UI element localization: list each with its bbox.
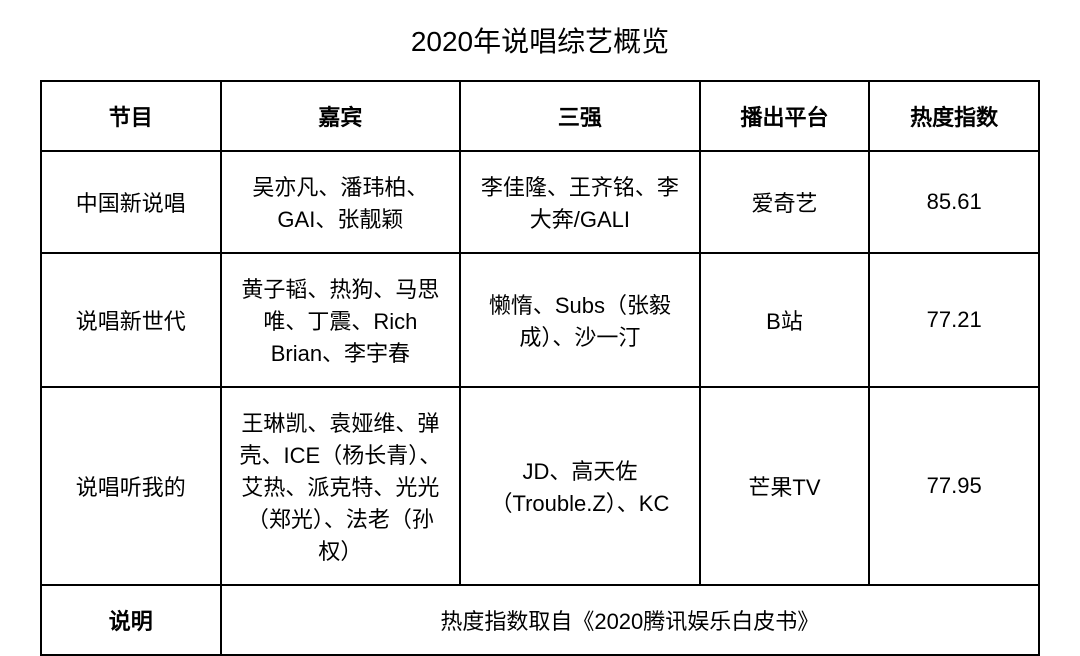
cell-guests: 黄子韬、热狗、马思唯、丁震、Rich Brian、李宇春 [221, 253, 461, 387]
cell-program: 说唱听我的 [41, 387, 221, 585]
cell-heat: 77.21 [869, 253, 1039, 387]
cell-platform: 芒果TV [700, 387, 870, 585]
col-header-platform: 播出平台 [700, 81, 870, 151]
table-row: 说唱新世代 黄子韬、热狗、马思唯、丁震、Rich Brian、李宇春 懒惰、Su… [41, 253, 1039, 387]
col-header-guests: 嘉宾 [221, 81, 461, 151]
overview-table: 节目 嘉宾 三强 播出平台 热度指数 中国新说唱 吴亦凡、潘玮柏、GAI、张靓颖… [40, 80, 1040, 656]
cell-platform: B站 [700, 253, 870, 387]
col-header-program: 节目 [41, 81, 221, 151]
cell-guests: 吴亦凡、潘玮柏、GAI、张靓颖 [221, 151, 461, 253]
cell-heat: 77.95 [869, 387, 1039, 585]
cell-guests: 王琳凯、袁娅维、弹壳、ICE（杨长青）、艾热、派克特、光光（郑光）、法老（孙权） [221, 387, 461, 585]
cell-top3: JD、高天佐（Trouble.Z）、KC [460, 387, 700, 585]
cell-program: 中国新说唱 [41, 151, 221, 253]
col-header-top3: 三强 [460, 81, 700, 151]
table-footer-row: 说明 热度指数取自《2020腾讯娱乐白皮书》 [41, 585, 1039, 655]
table-row: 中国新说唱 吴亦凡、潘玮柏、GAI、张靓颖 李佳隆、王齐铭、李大奔/GALI 爱… [41, 151, 1039, 253]
footer-value: 热度指数取自《2020腾讯娱乐白皮书》 [221, 585, 1039, 655]
page-title: 2020年说唱综艺概览 [40, 20, 1040, 60]
table-header-row: 节目 嘉宾 三强 播出平台 热度指数 [41, 81, 1039, 151]
footer-label: 说明 [41, 585, 221, 655]
cell-platform: 爱奇艺 [700, 151, 870, 253]
cell-program: 说唱新世代 [41, 253, 221, 387]
cell-top3: 李佳隆、王齐铭、李大奔/GALI [460, 151, 700, 253]
col-header-heat: 热度指数 [869, 81, 1039, 151]
cell-heat: 85.61 [869, 151, 1039, 253]
cell-top3: 懒惰、Subs（张毅成）、沙一汀 [460, 253, 700, 387]
table-row: 说唱听我的 王琳凯、袁娅维、弹壳、ICE（杨长青）、艾热、派克特、光光（郑光）、… [41, 387, 1039, 585]
